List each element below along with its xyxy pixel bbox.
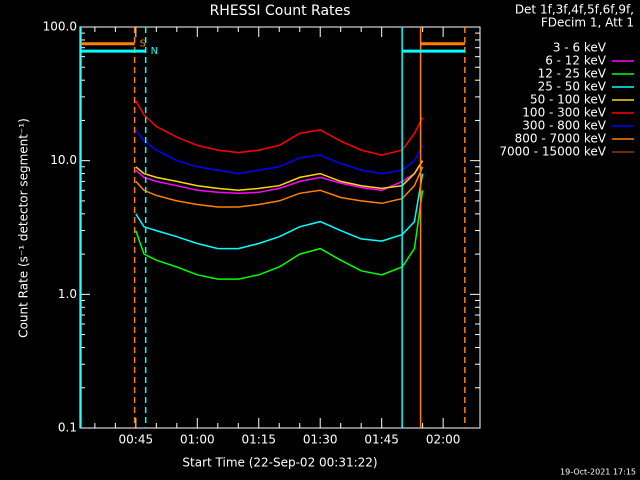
x-tick-label: 01:45	[364, 433, 399, 447]
x-tick-label: 01:00	[180, 433, 215, 447]
legend-label: 800 - 7000 keV	[515, 132, 607, 146]
footer: 19-Oct-2021 17:15	[560, 468, 636, 477]
series-line	[135, 129, 424, 175]
legend-label: 100 - 300 keV	[522, 106, 606, 120]
y-axis-label: Count Rate (s⁻¹ detector segment⁻¹)	[17, 118, 31, 338]
legend-label: 6 - 12 keV	[545, 54, 607, 68]
series-line	[135, 100, 424, 156]
legend-header: Det 1f,3f,4f,5f,6f,9f,	[515, 3, 634, 17]
legend-header: FDecim 1, Att 1	[541, 16, 634, 30]
legend-label: 50 - 100 keV	[530, 93, 607, 107]
x-tick-label: 00:45	[119, 433, 154, 447]
y-tick-label: 0.1	[58, 421, 77, 435]
series-line	[135, 200, 424, 296]
x-tick-label: 02:00	[426, 433, 461, 447]
y-tick-label: 100.0	[43, 20, 77, 34]
x-tick-label: 01:15	[241, 433, 276, 447]
legend-label: 12 - 25 keV	[538, 67, 607, 81]
series-line	[135, 166, 424, 208]
legend-label: 300 - 800 keV	[522, 119, 606, 133]
legend-label: 3 - 6 keV	[553, 41, 607, 55]
series-line	[135, 190, 424, 280]
series-line	[135, 173, 424, 250]
flag-label: S	[140, 39, 146, 50]
y-tick-label: 1.0	[58, 287, 77, 301]
flag-label: N	[151, 46, 158, 57]
legend-label: 7000 - 15000 keV	[499, 145, 606, 159]
chart-title: RHESSI Count Rates	[210, 3, 351, 19]
plot-frame	[79, 26, 481, 429]
x-tick-label: 01:30	[303, 433, 338, 447]
y-tick-label: 10.0	[50, 153, 77, 167]
x-axis-label: Start Time (22-Sep-02 00:31:22)	[182, 456, 377, 470]
legend-label: 25 - 50 keV	[538, 80, 607, 94]
series-line	[135, 160, 424, 192]
